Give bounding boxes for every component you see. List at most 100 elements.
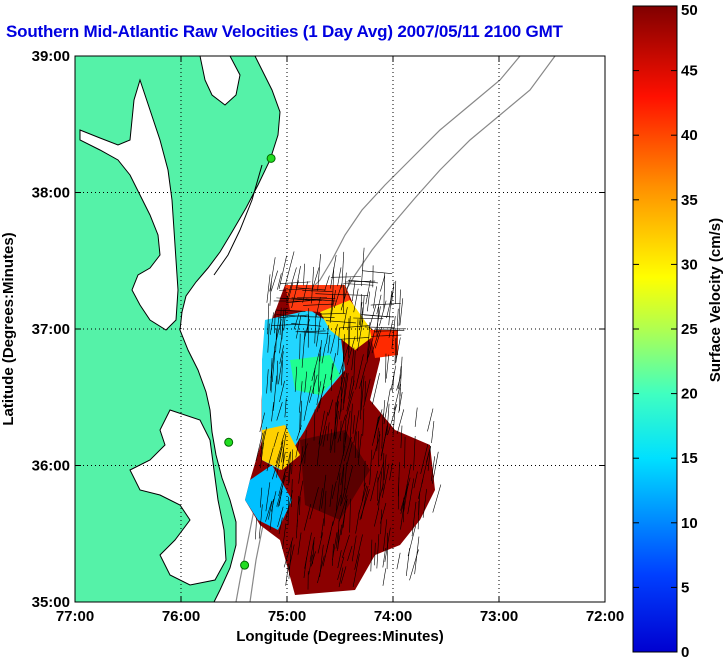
velocity-vector — [273, 375, 277, 411]
barrier-island — [213, 164, 263, 276]
velocity-vector — [420, 444, 429, 474]
colorbar-tick-label: 10 — [681, 515, 698, 532]
velocity-vector — [271, 324, 302, 326]
velocity-vector — [364, 326, 395, 329]
velocity-vector — [386, 403, 390, 436]
velocity-vector — [270, 270, 278, 292]
velocity-vector — [259, 412, 266, 433]
velocity-vector — [379, 300, 387, 326]
velocity-vector — [266, 274, 271, 303]
velocity-vector — [342, 373, 349, 411]
velocity-vector — [311, 346, 321, 382]
y-axis-label: Latitude (Degrees:Minutes) — [0, 232, 17, 425]
velocity-vector — [366, 322, 371, 361]
velocity-vector — [376, 534, 380, 569]
velocity-vector — [396, 409, 405, 434]
velocity-vector — [352, 415, 355, 434]
velocity-vector — [282, 523, 287, 550]
velocity-vector — [396, 374, 402, 391]
velocity-vector — [303, 385, 312, 421]
velocity-vector — [294, 366, 298, 392]
velocity-vector — [331, 481, 337, 499]
velocity-vector — [279, 345, 284, 364]
velocity-vector — [337, 520, 340, 550]
velocity-vector — [279, 307, 282, 335]
velocity-vector — [340, 277, 351, 311]
velocity-vector — [276, 360, 278, 385]
velocity-vector — [372, 415, 380, 446]
x-tick-label: 72:00 — [586, 608, 624, 625]
velocity-vector — [359, 362, 367, 389]
velocity-vector — [322, 426, 327, 447]
velocity-vector — [370, 303, 401, 306]
velocity-vector — [318, 353, 320, 392]
velocity-vector — [291, 449, 293, 475]
velocity-vector — [361, 295, 365, 327]
velocity-vector — [413, 471, 418, 489]
station-marker — [266, 153, 276, 163]
velocity-vector — [288, 462, 292, 483]
velocity-vector — [274, 311, 276, 334]
velocity-vector — [278, 255, 287, 289]
velocity-vector — [278, 314, 309, 319]
velocity-vector — [330, 353, 337, 380]
velocity-vector — [276, 314, 307, 317]
velocity-vector — [317, 254, 321, 291]
velocity-vector — [299, 496, 301, 516]
velocity-vector — [286, 267, 297, 301]
velocity-vector — [276, 442, 284, 478]
velocity-vector — [298, 331, 329, 335]
velocity-vector — [358, 485, 368, 515]
y-axis: 39:00 38:00 37:00 36:00 35:00 — [32, 48, 605, 611]
velocity-vector — [277, 506, 284, 528]
delaware-bay — [199, 56, 241, 106]
velocity-vector — [360, 375, 365, 411]
velocity-vector — [302, 290, 333, 292]
velocity-vector — [265, 482, 271, 512]
velocity-vector — [339, 398, 343, 420]
velocity-vector — [278, 517, 283, 535]
velocity-vector — [303, 556, 308, 579]
velocity-vectors — [255, 247, 442, 590]
velocity-vector — [351, 347, 355, 371]
velocity-vector — [260, 442, 264, 469]
colorbar-tick-label: 35 — [681, 192, 698, 209]
velocity-vector — [265, 500, 273, 522]
velocity-vector — [276, 475, 286, 507]
velocity-vector — [318, 374, 327, 409]
velocity-vector — [271, 402, 274, 422]
velocity-vector — [430, 456, 436, 482]
velocity-vector — [388, 321, 393, 338]
velocity-vector — [279, 288, 310, 291]
velocity-vector — [330, 290, 336, 321]
velocity-vector — [394, 338, 397, 365]
velocity-vector — [376, 427, 379, 451]
velocity-vector — [346, 380, 355, 412]
station-marker — [224, 437, 234, 447]
velocity-vector — [299, 381, 303, 413]
velocity-vector — [320, 518, 325, 539]
velocity-vector — [383, 454, 387, 480]
velocity-vector — [346, 336, 356, 366]
velocity-vector — [266, 447, 274, 472]
velocity-vector — [280, 281, 311, 284]
velocity-vector — [300, 400, 302, 430]
velocity-vector — [370, 539, 373, 572]
velocity-vector — [343, 372, 347, 404]
velocity-vector — [344, 420, 347, 443]
velocity-vector — [332, 267, 335, 306]
velocity-vector — [304, 430, 307, 464]
velocity-vector — [366, 341, 371, 363]
velocity-vector — [267, 323, 270, 353]
velocity-vector — [285, 490, 293, 520]
velocity-vector — [349, 403, 353, 442]
velocity-vector — [283, 308, 287, 331]
velocity-vector — [375, 306, 381, 334]
velocity-vector — [340, 467, 345, 507]
velocity-vector — [273, 431, 279, 448]
velocity-vector — [342, 306, 348, 330]
map-title: Southern Mid-Atlantic Raw Velocities (1 … — [6, 22, 563, 41]
velocity-vector — [345, 391, 354, 421]
velocity-vector — [319, 488, 323, 511]
